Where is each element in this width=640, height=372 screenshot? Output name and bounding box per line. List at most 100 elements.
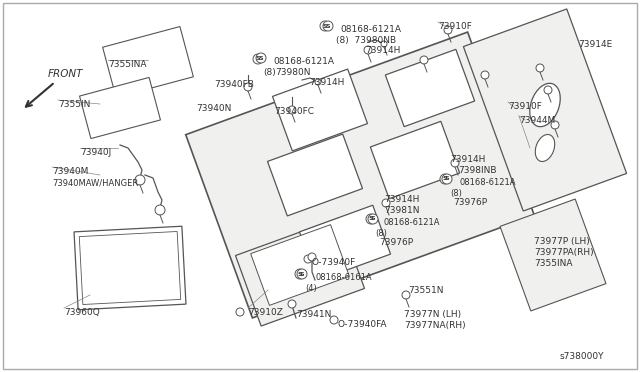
Text: 7355INA: 7355INA [108, 60, 147, 69]
Circle shape [288, 300, 296, 308]
Circle shape [295, 269, 305, 279]
Text: S: S [300, 272, 304, 276]
Circle shape [244, 83, 252, 91]
Text: O-73940F: O-73940F [311, 258, 355, 267]
Circle shape [330, 316, 338, 324]
Polygon shape [300, 205, 390, 281]
Circle shape [368, 214, 378, 224]
Text: (8)  73980NB: (8) 73980NB [336, 36, 396, 45]
Text: 08168-6121A: 08168-6121A [459, 178, 515, 187]
Text: 73914H: 73914H [384, 195, 419, 204]
Circle shape [236, 308, 244, 316]
Text: 73944M: 73944M [519, 116, 556, 125]
Text: 73914H: 73914H [309, 78, 344, 87]
Text: 73940M: 73940M [52, 167, 88, 176]
Text: 73551N: 73551N [408, 286, 444, 295]
Text: 73976P: 73976P [453, 198, 487, 207]
Circle shape [364, 46, 372, 54]
Text: 73976P: 73976P [379, 238, 413, 247]
Text: (8): (8) [263, 68, 276, 77]
Circle shape [323, 21, 333, 31]
Text: 73910F: 73910F [438, 22, 472, 31]
Text: 73977N (LH): 73977N (LH) [404, 310, 461, 319]
Circle shape [402, 291, 410, 299]
Circle shape [451, 159, 459, 167]
Polygon shape [273, 69, 367, 151]
Polygon shape [74, 226, 186, 310]
Polygon shape [102, 26, 193, 97]
Polygon shape [500, 199, 606, 311]
Circle shape [440, 174, 450, 184]
Text: 73977NA(RH): 73977NA(RH) [404, 321, 466, 330]
Text: S: S [298, 272, 302, 276]
Polygon shape [251, 225, 349, 305]
Text: 7398INB: 7398INB [458, 166, 497, 175]
Circle shape [297, 269, 307, 279]
Text: 73910F: 73910F [508, 102, 542, 111]
Text: 73940FC: 73940FC [274, 107, 314, 116]
Circle shape [544, 86, 552, 94]
Text: s738000Y: s738000Y [560, 352, 605, 361]
Text: S: S [369, 217, 373, 221]
Text: 08168-6121A: 08168-6121A [384, 218, 440, 227]
Circle shape [420, 56, 428, 64]
Text: S: S [445, 176, 449, 182]
Text: FRONT: FRONT [48, 69, 83, 79]
Circle shape [320, 21, 330, 31]
Text: 08168-6121A: 08168-6121A [273, 57, 334, 66]
Polygon shape [371, 121, 460, 199]
Circle shape [442, 174, 452, 184]
Text: 73910Z: 73910Z [248, 308, 283, 317]
Circle shape [253, 54, 263, 64]
Circle shape [308, 253, 316, 261]
Polygon shape [463, 9, 627, 211]
Text: 73981N: 73981N [384, 206, 419, 215]
Text: S: S [323, 23, 327, 29]
Circle shape [304, 255, 312, 263]
Text: 08168-6161A: 08168-6161A [315, 273, 372, 282]
Circle shape [551, 121, 559, 129]
Circle shape [288, 106, 296, 114]
Text: S: S [256, 57, 260, 61]
Circle shape [536, 64, 544, 72]
Circle shape [381, 41, 387, 47]
Circle shape [315, 79, 321, 85]
Circle shape [135, 175, 145, 185]
Text: 73980N: 73980N [275, 68, 310, 77]
Circle shape [256, 53, 266, 63]
Text: O-73940FA: O-73940FA [337, 320, 387, 329]
Text: (8): (8) [375, 229, 387, 238]
Polygon shape [79, 77, 161, 138]
Text: 73914H: 73914H [450, 155, 485, 164]
Text: 73977PA(RH): 73977PA(RH) [534, 248, 594, 257]
Circle shape [382, 199, 390, 207]
Ellipse shape [535, 135, 555, 161]
Text: 73940FB: 73940FB [214, 80, 254, 89]
Text: S: S [259, 55, 263, 61]
Circle shape [366, 214, 376, 224]
Text: 73977P (LH): 73977P (LH) [534, 237, 589, 246]
Text: 73960Q: 73960Q [64, 308, 100, 317]
Text: 73914H: 73914H [365, 46, 401, 55]
Text: 73940MAW/HANGER: 73940MAW/HANGER [52, 178, 138, 187]
Circle shape [444, 26, 452, 34]
Polygon shape [186, 32, 534, 318]
Polygon shape [385, 49, 475, 127]
Text: 73940N: 73940N [196, 104, 232, 113]
Polygon shape [268, 134, 362, 216]
Text: 7355INA: 7355INA [534, 259, 573, 268]
Text: S: S [371, 217, 375, 221]
Text: 7355IN: 7355IN [58, 100, 90, 109]
Text: 73914E: 73914E [578, 40, 612, 49]
Text: S: S [443, 176, 447, 182]
Circle shape [155, 205, 165, 215]
Text: 73940J: 73940J [80, 148, 111, 157]
Ellipse shape [530, 83, 560, 127]
Polygon shape [236, 218, 365, 326]
Text: 08168-6121A: 08168-6121A [340, 25, 401, 34]
Text: S: S [326, 23, 330, 29]
Text: (8): (8) [450, 189, 462, 198]
Text: 73941N: 73941N [296, 310, 332, 319]
Polygon shape [79, 231, 180, 305]
Text: (4): (4) [305, 284, 317, 293]
